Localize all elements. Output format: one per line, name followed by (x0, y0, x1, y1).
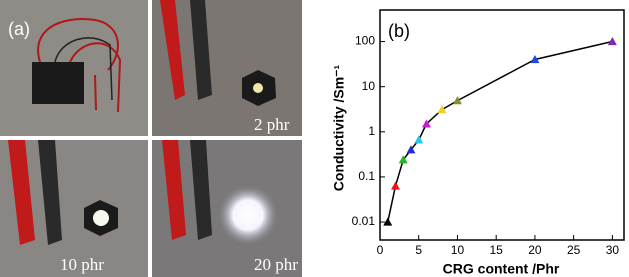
fit-line (388, 42, 613, 223)
y-axis-label: Conductivity /Sm⁻¹ (331, 64, 347, 191)
x-tick-label: 10 (451, 243, 465, 257)
caption: 10 phr (60, 255, 104, 274)
data-point (437, 105, 446, 113)
x-tick-label: 0 (377, 243, 384, 257)
led (93, 210, 109, 226)
figure: (a) 2 phr 10 phr 20 phr (b) Conductivity… (0, 0, 629, 277)
photo-grid: (a) 2 phr 10 phr 20 phr (0, 0, 302, 277)
data-point (391, 181, 400, 189)
caption: 20 phr (254, 255, 298, 274)
y-tick-label: 10 (362, 79, 376, 93)
y-tick-label: 0.01 (352, 214, 376, 228)
panel-label: (a) (8, 19, 30, 39)
data-point (453, 96, 462, 104)
x-axis-label: CRG content /Phr (443, 261, 560, 277)
plot-frame (380, 10, 624, 240)
battery-box (32, 62, 84, 104)
data-point (414, 135, 423, 143)
y-tick-label: 100 (355, 34, 375, 48)
x-tick-label: 30 (606, 243, 620, 257)
x-tick-label: 5 (415, 243, 422, 257)
data-point (608, 37, 617, 45)
led (253, 83, 263, 93)
led-glow (218, 185, 278, 245)
caption: 2 phr (254, 115, 290, 134)
y-tick-label: 1 (368, 124, 375, 138)
y-tick-label: 0.1 (358, 169, 375, 183)
x-tick-label: 25 (567, 243, 581, 257)
x-tick-label: 15 (490, 243, 504, 257)
panel-label: (b) (388, 21, 410, 41)
x-tick-label: 20 (528, 243, 542, 257)
